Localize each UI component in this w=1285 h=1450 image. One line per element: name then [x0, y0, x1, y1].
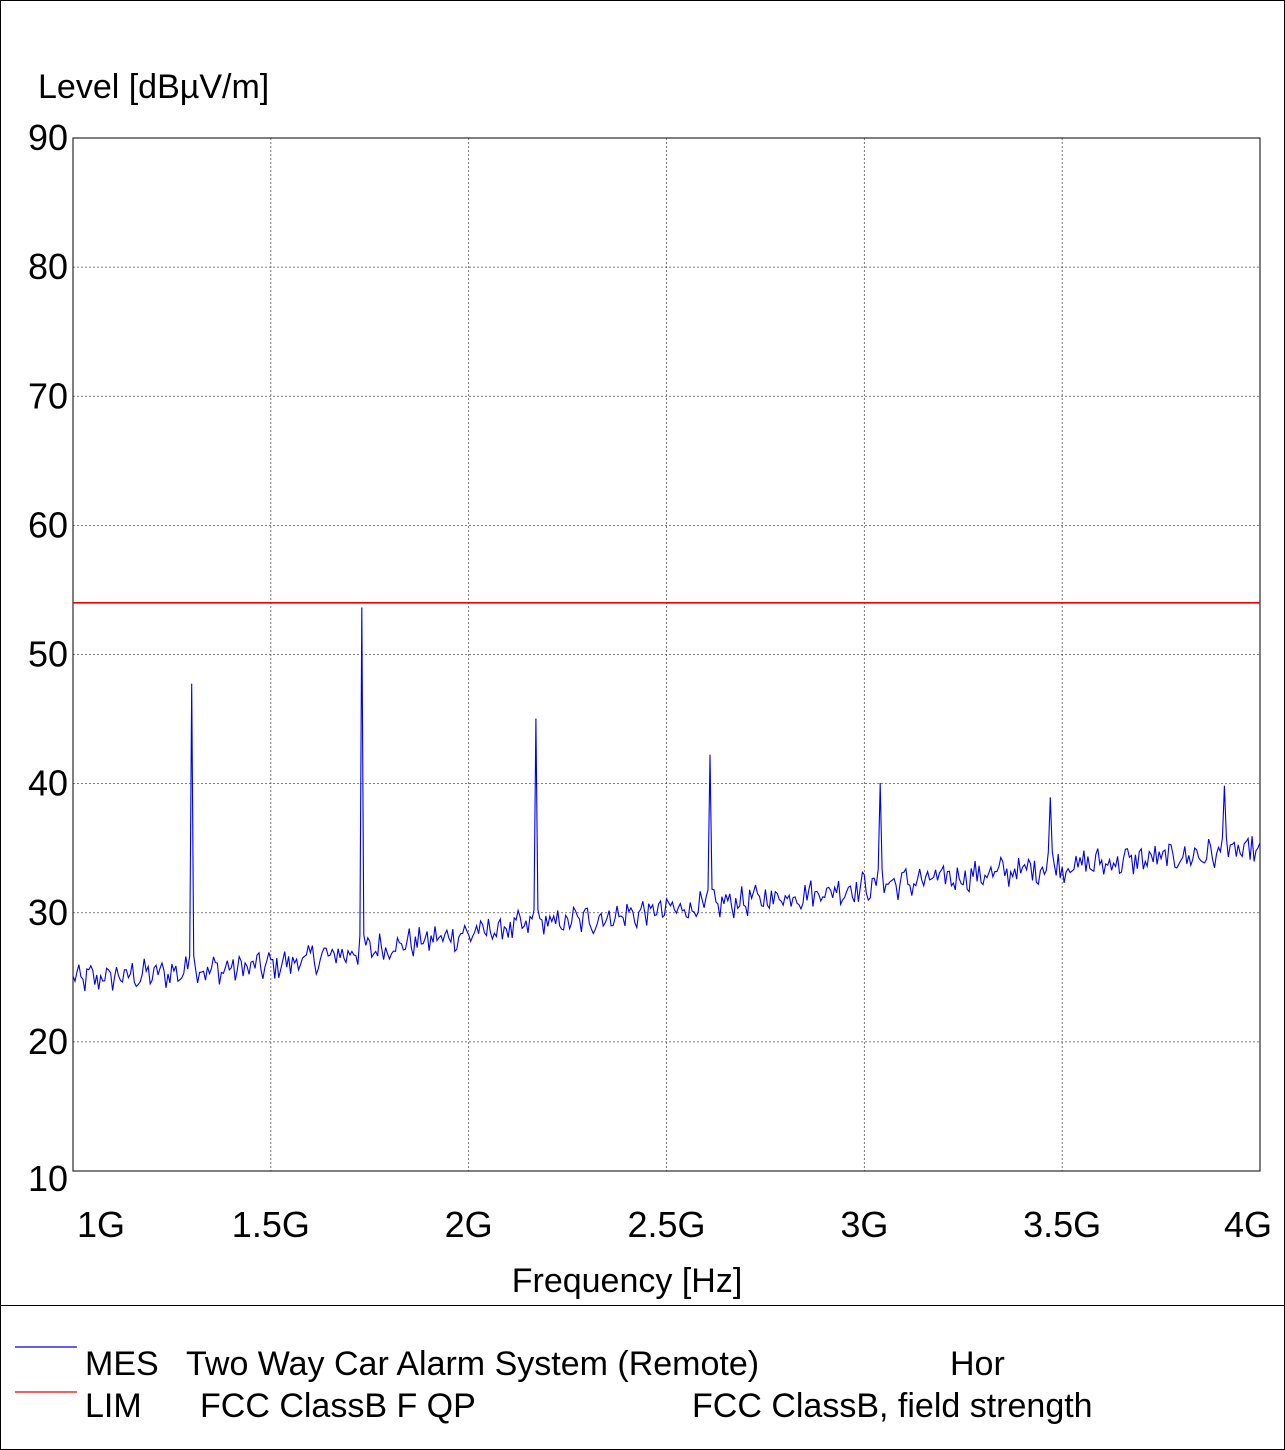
- y-tick-label: 40: [28, 763, 68, 804]
- x-tick-label: 3.5G: [1023, 1204, 1101, 1245]
- y-tick-label: 20: [28, 1021, 68, 1062]
- x-tick-label: 1.5G: [232, 1204, 310, 1245]
- x-axis-label: Frequency [Hz]: [512, 1262, 743, 1300]
- y-tick-label: 50: [28, 634, 68, 675]
- peak-point: [709, 754, 711, 756]
- peak-point: [535, 718, 537, 720]
- y-axis-label: Level [dBµV/m]: [38, 68, 269, 106]
- peak-point: [879, 783, 881, 785]
- x-tick-label: 2.5G: [627, 1204, 705, 1245]
- y-tick-label: 30: [28, 892, 68, 933]
- legend-lim-key: LIM: [85, 1387, 142, 1425]
- legend-mes-name: Two Way Car Alarm System (Remote): [186, 1345, 759, 1383]
- peak-point: [191, 683, 193, 685]
- plot-area-border: [72, 137, 1261, 1172]
- y-tick-label: 90: [28, 117, 68, 158]
- x-tick-label: 3G: [840, 1204, 888, 1245]
- peak-point: [1049, 797, 1051, 799]
- y-tick-labels: 10 20 30 40 50 60 70 80 90: [28, 117, 68, 1199]
- peak-point: [1223, 785, 1225, 787]
- x-tick-label: 4G: [1224, 1204, 1272, 1245]
- grid-lines: [73, 138, 1260, 1171]
- legend-lim-name: FCC ClassB F QP: [200, 1387, 476, 1425]
- measurement-trace: [72, 607, 1261, 992]
- legend: MES Two Way Car Alarm System (Remote) Ho…: [15, 1345, 1093, 1425]
- legend-mes-pol: Hor: [950, 1345, 1005, 1383]
- x-tick-label: 2G: [445, 1204, 493, 1245]
- y-tick-label: 80: [28, 246, 68, 287]
- x-tick-labels: 1G 1.5G 2G 2.5G 3G 3.5G 4G: [77, 1204, 1272, 1245]
- legend-mes-key: MES: [85, 1345, 159, 1383]
- y-tick-label: 60: [28, 504, 68, 545]
- legend-lim-desc: FCC ClassB, field strength: [692, 1387, 1093, 1425]
- y-tick-label: 70: [28, 375, 68, 416]
- x-tick-label: 1G: [77, 1204, 125, 1245]
- peak-point: [361, 607, 363, 609]
- y-tick-label: 10: [28, 1158, 68, 1199]
- data-series: [72, 602, 1261, 992]
